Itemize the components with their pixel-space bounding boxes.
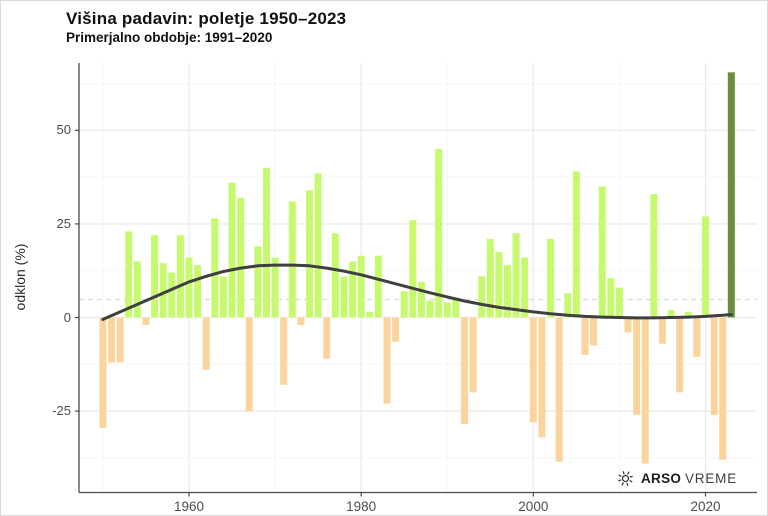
bar-1997 [504, 265, 512, 318]
bar-1966 [237, 197, 245, 318]
bar-2004 [564, 293, 572, 318]
bar-1952 [116, 317, 124, 363]
bar-1962 [202, 317, 210, 370]
bar-1980 [357, 255, 365, 318]
bar-2010 [615, 287, 623, 318]
bar-1950 [99, 317, 107, 428]
x-tick-label: 1960 [173, 498, 205, 514]
trend-line [101, 263, 733, 321]
bar-2006 [581, 317, 589, 355]
bar-1954 [133, 261, 141, 318]
bar-1959 [176, 235, 184, 318]
bar-2002 [547, 238, 555, 318]
bar-1974 [306, 190, 314, 318]
bar-1977 [331, 233, 339, 318]
page-title: Višina padavin: poletje 1950–2023 [66, 9, 347, 28]
x-tick-label: 2020 [690, 498, 721, 514]
logo-text-regular: VREME [684, 471, 737, 486]
logo-text-bold: ARSO [641, 471, 682, 486]
bar-1979 [349, 261, 357, 318]
bar-1971 [280, 317, 288, 385]
bar-1956 [151, 235, 159, 318]
bar-2005 [572, 171, 580, 318]
bar-2015 [658, 317, 666, 344]
y-tick-label: -25 [52, 403, 71, 419]
bar-2003 [555, 317, 563, 462]
bar-1991 [452, 298, 460, 318]
bar-1992 [460, 317, 468, 425]
bar-1955 [142, 317, 150, 325]
page-subtitle: Primerjalno obdobje: 1991–2020 [66, 30, 273, 45]
bar-1993 [469, 317, 477, 393]
bar-1969 [262, 167, 270, 318]
x-tick-label: 1980 [346, 498, 377, 514]
bar-1970 [271, 257, 279, 318]
bar-1994 [478, 276, 486, 318]
x-tick-label: 2000 [518, 498, 549, 514]
bar-1990 [443, 302, 451, 318]
bar-1999 [521, 257, 529, 318]
logo-text: ARSO VREME [641, 471, 737, 486]
bar-2017 [676, 317, 684, 393]
bar-1973 [297, 317, 305, 325]
bar-2014 [650, 193, 658, 318]
bar-1960 [185, 257, 193, 318]
bar-1982 [374, 255, 382, 318]
bar-2016 [667, 310, 675, 318]
bar-1964 [219, 276, 227, 318]
bar-1957 [159, 263, 167, 318]
bar-1975 [314, 173, 322, 318]
bar-1988 [426, 300, 434, 318]
bar-2012 [633, 317, 641, 415]
y-tick-label: 50 [56, 122, 71, 138]
sun-icon [618, 471, 633, 486]
bar-2021 [710, 317, 718, 415]
bar-1989 [435, 149, 443, 318]
bar-2020 [701, 216, 709, 318]
bar-2022 [719, 317, 727, 460]
bar-1961 [194, 265, 202, 318]
bar-2018 [684, 311, 692, 318]
bar-1984 [392, 317, 400, 342]
bar-1987 [417, 281, 425, 318]
y-tick-label: 0 [63, 309, 71, 325]
bar-1965 [228, 182, 236, 318]
bar-1985 [400, 291, 408, 318]
bar-2007 [590, 317, 598, 346]
bar-1951 [108, 317, 116, 363]
bar-1986 [409, 220, 417, 318]
arso-vreme-logo: ARSO VREME [617, 470, 737, 487]
bar-1963 [211, 218, 219, 318]
bar-1976 [323, 317, 331, 359]
bar-2001 [538, 317, 546, 438]
bar-1983 [383, 317, 391, 404]
bar-2000 [529, 317, 537, 423]
y-tick-label: 25 [56, 215, 71, 231]
bar-1995 [486, 238, 494, 318]
bar-1978 [340, 276, 348, 318]
bar-1967 [245, 317, 253, 412]
bar-1958 [168, 272, 176, 318]
bar-2009 [607, 278, 615, 318]
bar-1953 [125, 231, 133, 318]
bar-1972 [288, 201, 296, 318]
bar-2023 [727, 72, 735, 318]
bar-1968 [254, 246, 262, 318]
bar-1996 [495, 251, 503, 318]
bar-2011 [624, 317, 632, 333]
bar-2008 [598, 186, 606, 318]
bar-1981 [366, 311, 374, 318]
bar-1998 [512, 233, 520, 318]
bar-2019 [693, 317, 701, 357]
bar-2013 [641, 317, 649, 464]
